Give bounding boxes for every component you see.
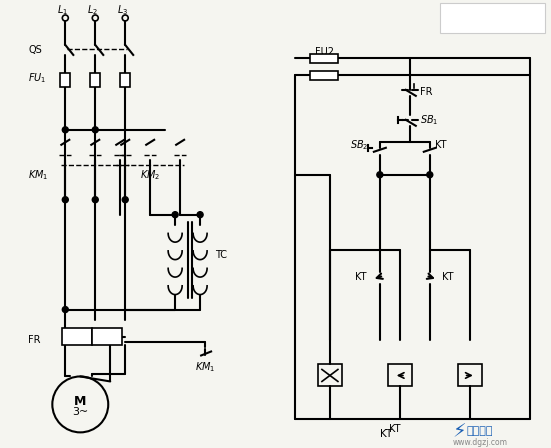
Text: KT: KT xyxy=(435,140,446,150)
Text: FU2: FU2 xyxy=(315,47,334,57)
Text: www.dgzj.com: www.dgzj.com xyxy=(452,438,507,447)
Bar xyxy=(310,54,338,63)
Bar xyxy=(388,365,412,387)
Text: $FU_1$: $FU_1$ xyxy=(28,71,47,85)
Circle shape xyxy=(62,197,68,202)
Circle shape xyxy=(92,197,98,202)
Text: KT: KT xyxy=(442,271,453,282)
Text: 3~: 3~ xyxy=(72,407,88,418)
Bar xyxy=(458,365,482,387)
Circle shape xyxy=(377,172,383,178)
Circle shape xyxy=(62,127,68,133)
Circle shape xyxy=(62,306,68,313)
Bar xyxy=(60,73,71,87)
Text: FR: FR xyxy=(420,87,433,97)
Text: TC: TC xyxy=(215,250,227,260)
Text: 电工之家: 电工之家 xyxy=(467,426,493,436)
Text: KT: KT xyxy=(380,429,392,439)
Text: KT: KT xyxy=(355,271,366,282)
Text: M: M xyxy=(74,395,87,408)
Text: $SB_1$: $SB_1$ xyxy=(420,113,438,127)
Text: $L_1$: $L_1$ xyxy=(57,3,68,17)
Text: $L_3$: $L_3$ xyxy=(117,3,128,17)
Circle shape xyxy=(197,212,203,218)
Bar xyxy=(90,73,100,87)
Text: ⚡: ⚡ xyxy=(453,422,467,441)
Text: $KM_1$: $KM_1$ xyxy=(195,361,215,375)
Circle shape xyxy=(427,172,433,178)
Bar xyxy=(120,73,130,87)
Bar xyxy=(318,365,342,387)
Circle shape xyxy=(122,197,128,202)
Bar xyxy=(310,71,338,80)
Bar xyxy=(92,327,122,345)
Circle shape xyxy=(172,212,178,218)
Text: KT: KT xyxy=(389,424,401,435)
Text: QS: QS xyxy=(28,45,42,55)
Bar xyxy=(440,3,544,33)
Text: $L_2$: $L_2$ xyxy=(87,3,98,17)
Bar xyxy=(62,327,92,345)
Text: $KM_2$: $KM_2$ xyxy=(140,168,160,181)
Text: $KM_1$: $KM_1$ xyxy=(28,168,49,181)
Circle shape xyxy=(92,127,98,133)
Text: $SB_2$: $SB_2$ xyxy=(350,138,368,152)
Text: FR: FR xyxy=(28,335,41,345)
